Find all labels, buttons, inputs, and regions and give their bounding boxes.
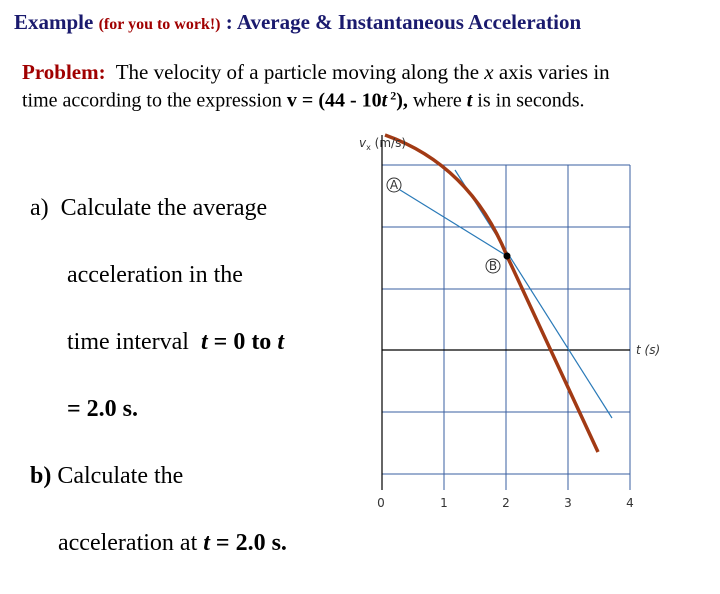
text: = 2.0 s. (67, 395, 139, 422)
text: (m/s) (371, 136, 406, 150)
point-b-marker (485, 258, 501, 274)
text: Calculate the (51, 462, 184, 489)
text: t (381, 89, 388, 112)
text: acceleration in the (67, 261, 243, 288)
text: x (484, 60, 494, 84)
text: ), (396, 89, 413, 112)
text: v = (44 - 10 (286, 89, 382, 112)
problem-line-2: time according to the expression v = (44… (22, 88, 585, 113)
text: 2 (387, 88, 397, 102)
x-tick-label: 2 (502, 496, 510, 510)
x-tick-label: 3 (564, 496, 572, 510)
text: time according to the expression (22, 89, 287, 112)
x-axis-label: t (s) (636, 343, 660, 357)
x-tick-label: 0 (377, 496, 385, 510)
y-axis-label: vx (m/s) (359, 136, 406, 152)
title-rest: : Average & Instantaneous Acceleration (220, 10, 582, 34)
secant-line (391, 184, 508, 257)
velocity-curve (384, 133, 600, 453)
figure: A B vx (m/s) t (s) 0 1 2 3 4 (359, 133, 660, 510)
point-label: B (489, 259, 497, 273)
title-example: Example (14, 10, 94, 34)
x-tick-label: 1 (440, 496, 448, 510)
marker: a) (30, 194, 49, 221)
text: = 0 to (207, 328, 278, 355)
x-tick-label: 4 (626, 496, 634, 510)
problem-line-1: Problem: The velocity of a particle movi… (22, 60, 610, 85)
text: x (366, 143, 371, 152)
title: Example (for you to work!) : Average & I… (14, 10, 581, 35)
text: t (277, 328, 284, 355)
slide: {"title": {"example": "Example", "note":… (14, 10, 661, 556)
text: where (412, 89, 467, 112)
question-a-line: time interval t = 0 to t (30, 326, 287, 360)
text: Calculate the average (60, 194, 268, 221)
point-label: A (390, 178, 399, 192)
marker: b) (30, 462, 52, 489)
problem-label: Problem: (22, 60, 106, 84)
tangent-line (454, 169, 613, 419)
question-b: b) Calculate the (30, 460, 287, 494)
text: The velocity of a particle moving along … (105, 60, 485, 84)
text: time interval (67, 328, 201, 355)
point-a-marker (386, 177, 402, 193)
grid (382, 164, 631, 490)
question-a: a) Calculate the average (30, 192, 287, 226)
text: t (200, 328, 208, 355)
title-note: (for you to work!) (98, 16, 221, 33)
text: is in seconds. (472, 89, 585, 112)
text: t (466, 89, 473, 112)
text: v (359, 136, 367, 150)
point-b-dot (503, 252, 511, 260)
text: axis varies in (493, 60, 610, 84)
